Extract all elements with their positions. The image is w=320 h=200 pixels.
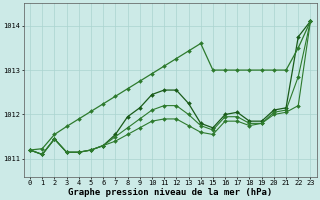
- X-axis label: Graphe pression niveau de la mer (hPa): Graphe pression niveau de la mer (hPa): [68, 188, 272, 197]
